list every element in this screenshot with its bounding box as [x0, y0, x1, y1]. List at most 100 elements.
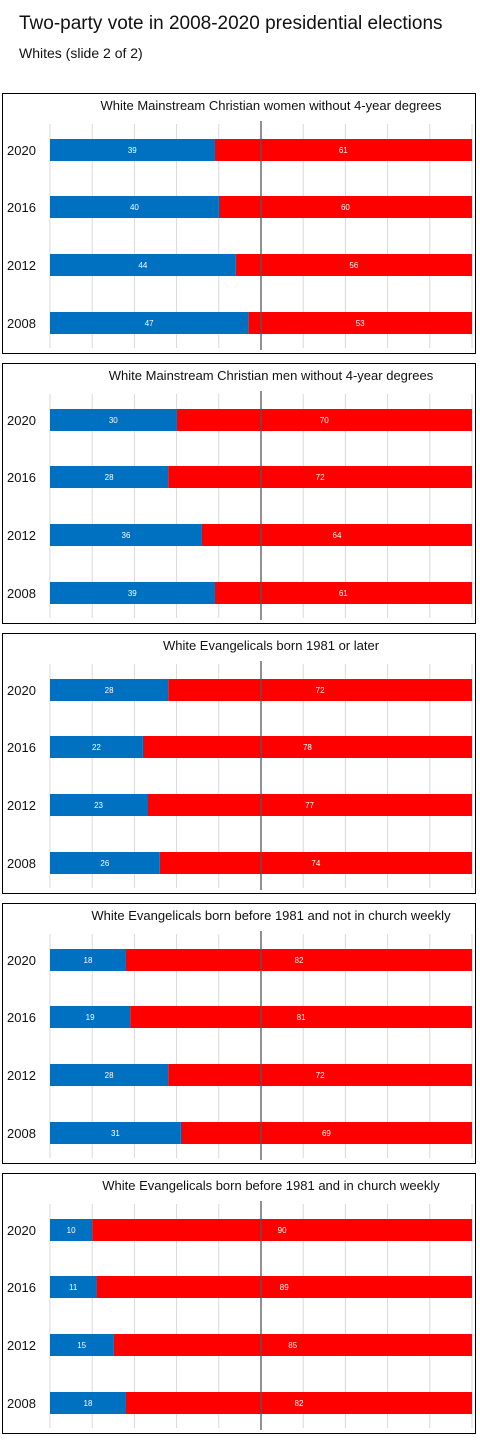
year-label: 2020 [7, 143, 36, 158]
year-label: 2012 [7, 1068, 36, 1083]
bar-segment-left [50, 949, 126, 971]
bar-value-label: 61 [339, 146, 348, 155]
chart-panel: White Evangelicals born before 1981 and … [2, 903, 476, 1164]
bar-segment-left [50, 794, 148, 816]
year-label: 2012 [7, 258, 36, 273]
year-label: 2016 [7, 200, 36, 215]
bar-segment-left [50, 524, 202, 546]
bar-value-label: 56 [349, 261, 358, 270]
chart-title: White Evangelicals born before 1981 and … [102, 1178, 440, 1193]
bar-segment-left [50, 736, 143, 758]
bar-value-label: 22 [92, 743, 101, 752]
bar-value-label: 18 [84, 956, 93, 965]
bar-value-label: 47 [145, 319, 154, 328]
bar-segment-right [96, 1276, 473, 1298]
year-label: 2020 [7, 1223, 36, 1238]
bar-segment-left [50, 1122, 181, 1144]
bar-value-label: 85 [288, 1341, 297, 1350]
bar-value-label: 30 [109, 416, 118, 425]
bar-segment-right [125, 1392, 473, 1414]
bar-value-label: 36 [122, 531, 131, 540]
bar-segment-right [180, 1122, 472, 1144]
bar-segment-left [50, 1064, 169, 1086]
bar-value-label: 72 [316, 1071, 325, 1080]
year-label: 2020 [7, 413, 36, 428]
bar-segment-left [50, 1006, 131, 1028]
bar-segment-right [125, 949, 473, 971]
bar-value-label: 82 [295, 1399, 304, 1408]
chart-svg: White Evangelicals born before 1981 and … [7, 1178, 473, 1430]
bar-segment-right [130, 1006, 472, 1028]
page-title: Two-party vote in 2008-2020 presidential… [19, 13, 443, 34]
bar-segment-right [168, 1064, 472, 1086]
bar-value-label: 78 [303, 743, 312, 752]
chart-title: White Evangelicals born 1981 or later [163, 638, 380, 653]
bar-value-label: 11 [69, 1283, 78, 1292]
bar-segment-left [50, 582, 215, 604]
bar-segment-left [50, 1219, 93, 1241]
bar-value-label: 61 [339, 589, 348, 598]
bar-value-label: 23 [94, 801, 103, 810]
bar-value-label: 15 [77, 1341, 86, 1350]
bar-segment-right [218, 196, 472, 218]
chart-title: White Mainstream Christian women without… [100, 98, 442, 113]
bar-segment-left [50, 254, 236, 276]
bar-value-label: 28 [105, 1071, 114, 1080]
bar-segment-right [176, 409, 472, 431]
bar-segment-right [147, 794, 472, 816]
bar-value-label: 28 [105, 473, 114, 482]
bar-value-label: 39 [128, 589, 137, 598]
bar-value-label: 72 [316, 686, 325, 695]
bar-value-label: 39 [128, 146, 137, 155]
year-label: 2008 [7, 1396, 36, 1411]
chart-title: White Mainstream Christian men without 4… [109, 368, 434, 383]
bar-value-label: 53 [356, 319, 365, 328]
bar-value-label: 60 [341, 203, 350, 212]
bar-segment-right [159, 852, 472, 874]
bar-value-label: 90 [278, 1226, 287, 1235]
chart-title: White Evangelicals born before 1981 and … [91, 908, 451, 923]
year-label: 2008 [7, 586, 36, 601]
bar-value-label: 44 [138, 261, 147, 270]
year-label: 2016 [7, 1280, 36, 1295]
bar-segment-left [50, 312, 249, 334]
bar-value-label: 26 [100, 859, 109, 868]
year-label: 2012 [7, 528, 36, 543]
bar-value-label: 89 [280, 1283, 289, 1292]
year-label: 2012 [7, 1338, 36, 1353]
bar-segment-right [168, 466, 472, 488]
bar-segment-left [50, 852, 160, 874]
bar-segment-right [214, 582, 472, 604]
bar-segment-left [50, 1276, 97, 1298]
bar-segment-left [50, 139, 215, 161]
year-label: 2016 [7, 740, 36, 755]
chart-svg: White Evangelicals born before 1981 and … [7, 908, 473, 1160]
page-subtitle: Whites (slide 2 of 2) [19, 45, 143, 61]
bar-value-label: 69 [322, 1129, 331, 1138]
year-label: 2008 [7, 316, 36, 331]
year-label: 2008 [7, 856, 36, 871]
year-label: 2016 [7, 470, 36, 485]
bar-segment-right [201, 524, 473, 546]
bar-segment-left [50, 409, 177, 431]
bar-segment-left [50, 1392, 126, 1414]
bar-segment-left [50, 196, 219, 218]
bar-segment-right [235, 254, 472, 276]
bar-value-label: 81 [297, 1013, 306, 1022]
year-label: 2020 [7, 953, 36, 968]
bar-value-label: 31 [111, 1129, 120, 1138]
bar-segment-left [50, 1334, 114, 1356]
chart-panel: White Mainstream Christian men without 4… [2, 363, 476, 624]
bar-value-label: 40 [130, 203, 139, 212]
year-label: 2020 [7, 683, 36, 698]
bar-value-label: 18 [84, 1399, 93, 1408]
bar-segment-left [50, 466, 169, 488]
bar-value-label: 77 [305, 801, 314, 810]
chart-svg: White Mainstream Christian men without 4… [7, 368, 473, 620]
chart-panel: White Evangelicals born 1981 or later 202… [2, 633, 476, 894]
bar-value-label: 74 [311, 859, 320, 868]
year-label: 2012 [7, 798, 36, 813]
year-label: 2016 [7, 1010, 36, 1025]
chart-svg: White Evangelicals born 1981 or later 202… [7, 638, 473, 890]
bar-segment-right [142, 736, 472, 758]
